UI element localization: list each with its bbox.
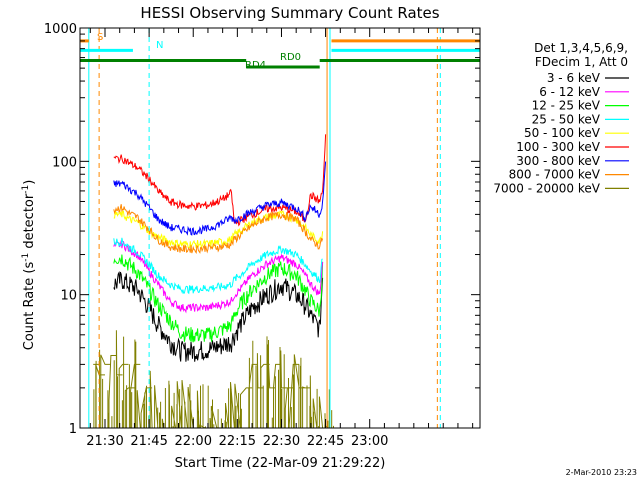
legend-label-8: 800 - 7000 keV <box>509 168 601 182</box>
series-line-2 <box>113 240 324 314</box>
state-bar-label-s: S <box>97 32 103 43</box>
y-tick-label: 1000 <box>44 22 77 37</box>
legend-header-line-2: FDecim 1, Att 0 <box>535 55 628 69</box>
chart-title: HESSI Observing Summary Count Rates <box>140 4 439 22</box>
y-tick-label: 10 <box>60 289 77 304</box>
plot-frame <box>79 27 481 429</box>
x-tick-label: 22:00 <box>175 434 212 449</box>
series-line-9 <box>93 330 335 428</box>
state-bar-label-n: N <box>156 40 163 51</box>
x-tick-label: 23:00 <box>351 434 388 449</box>
timestamp: 2-Mar-2010 23:23 <box>566 468 637 477</box>
legend-label-3: 12 - 25 keV <box>532 99 601 113</box>
x-tick-label: 22:15 <box>219 434 256 449</box>
legend-label-4: 25 - 50 keV <box>532 112 601 126</box>
legend-label-1: 3 - 6 keV <box>547 71 601 85</box>
series-line-8 <box>113 204 324 255</box>
x-tick-label: 22:30 <box>263 434 300 449</box>
legend-label-7: 300 - 800 keV <box>516 154 600 168</box>
y-axis-label-part: -1 <box>21 185 31 194</box>
legend-label-9: 7000 - 20000 keV <box>493 181 600 195</box>
data-layer <box>80 28 480 428</box>
y-tick-label: 1 <box>69 422 77 437</box>
series-line-1 <box>113 270 324 362</box>
y-axis-label-part: ) <box>22 180 37 185</box>
x-tick-label: 21:45 <box>130 434 167 449</box>
legend-label-2: 6 - 12 keV <box>539 85 601 99</box>
state-bar-label-rd0: RD0 <box>280 52 301 63</box>
y-axis-label-part: detector <box>22 193 37 253</box>
y-tick-label: 100 <box>52 155 77 170</box>
legend-label-5: 50 - 100 keV <box>524 126 601 140</box>
y-axis-label-part: Count Rate (s <box>22 262 37 351</box>
x-tick-label: 21:30 <box>86 434 123 449</box>
y-axis-label-part: -1 <box>21 253 31 262</box>
legend-label-6: 100 - 300 keV <box>516 140 600 154</box>
series-line-6 <box>113 134 327 227</box>
y-axis-label: Count Rate (s-1 detector-1) <box>21 180 37 351</box>
series-line-7 <box>113 161 327 236</box>
legend-header-line-1: Det 1,3,4,5,6,9, <box>534 41 628 55</box>
x-tick-label: 22:45 <box>307 434 344 449</box>
plot-layers: S N RD0 RD4 1 10 100 1000 21:30 21:45 22:00 22:15 22… <box>44 22 629 449</box>
x-axis-label: Start Time (22-Mar-09 21:29:22) <box>175 456 386 471</box>
state-bar-label-rd4: RD4 <box>245 60 266 71</box>
